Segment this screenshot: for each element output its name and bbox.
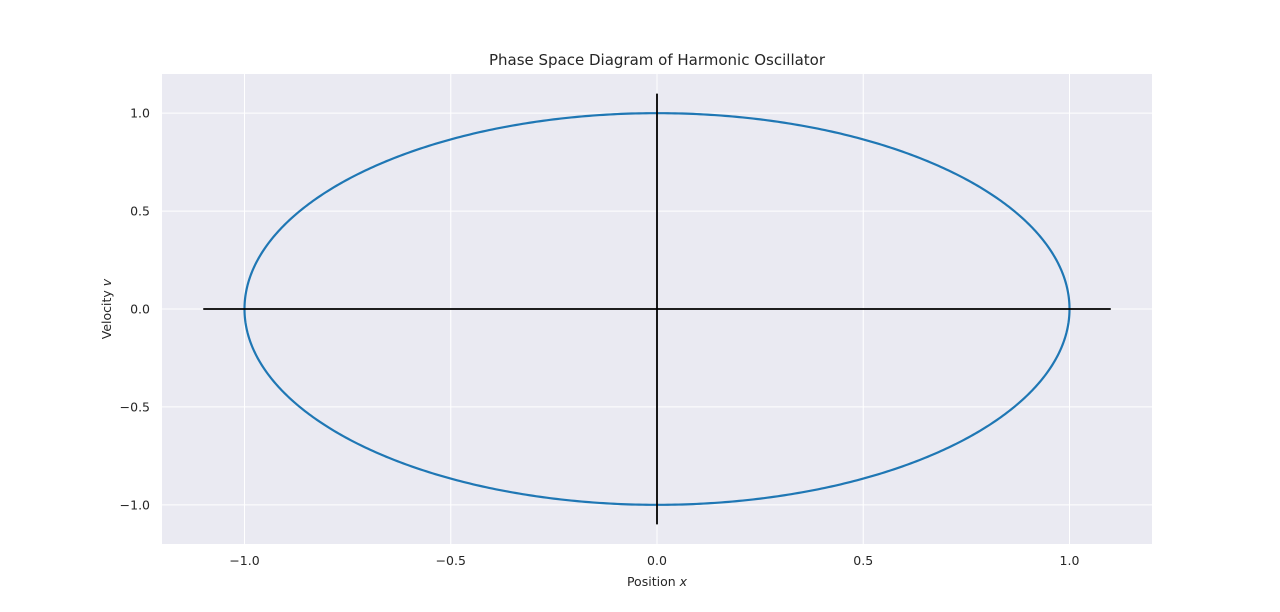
chart-title: Phase Space Diagram of Harmonic Oscillat… [489, 51, 826, 69]
x-tick-label: −0.5 [436, 553, 466, 568]
x-axis-ticks: −1.0 −0.5 0.0 0.5 1.0 [229, 553, 1079, 568]
y-tick-label: 0.0 [130, 302, 150, 317]
x-axis-label-text: Position [627, 574, 676, 589]
y-axis-ticks: −1.0 −0.5 0.0 0.5 1.0 [120, 106, 150, 513]
x-axis-variable: x [679, 574, 688, 589]
y-tick-label: 1.0 [130, 106, 150, 121]
x-tick-label: 1.0 [1060, 553, 1080, 568]
y-axis-label-text: Velocity [99, 290, 114, 340]
reference-lines [203, 93, 1111, 525]
x-tick-label: −1.0 [229, 553, 259, 568]
y-axis-variable: v [99, 278, 114, 286]
x-axis-label: Position x [627, 574, 688, 589]
y-tick-label: −1.0 [120, 497, 150, 512]
x-tick-label: 0.0 [647, 553, 667, 568]
y-tick-label: 0.5 [130, 204, 150, 219]
y-axis-label: Velocity v [99, 278, 114, 339]
y-tick-label: −0.5 [120, 399, 150, 414]
x-tick-label: 0.5 [853, 553, 873, 568]
